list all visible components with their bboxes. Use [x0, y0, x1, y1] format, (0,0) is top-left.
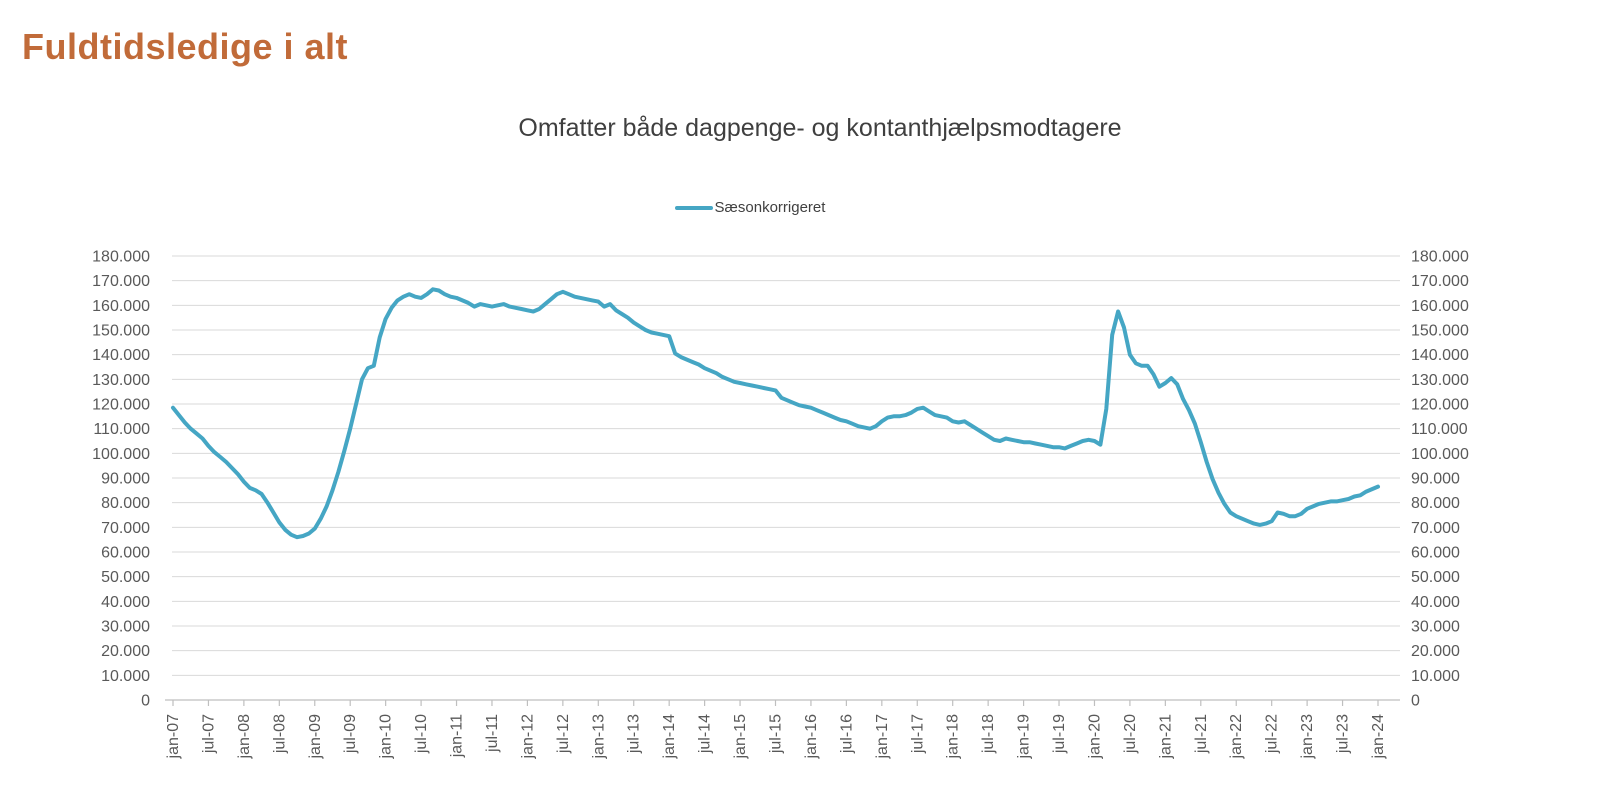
- y-axis-label-left: 110.000: [93, 421, 150, 438]
- y-axis-label-left: 20.000: [101, 643, 150, 660]
- x-axis-label: jul-07: [200, 714, 217, 754]
- x-axis-label: jul-09: [342, 714, 359, 754]
- y-axis-label-left: 100.000: [92, 446, 150, 463]
- x-axis-label: jul-16: [838, 714, 855, 754]
- y-axis-label-right: 60.000: [1411, 544, 1460, 561]
- x-axis-label: jan-09: [307, 714, 324, 760]
- y-axis-label-left: 50.000: [101, 569, 150, 586]
- y-axis-label-left: 90.000: [101, 470, 150, 487]
- legend: Sæsonkorrigeret: [165, 199, 1335, 216]
- x-axis-label: jul-13: [626, 714, 643, 754]
- x-axis-label: jul-22: [1264, 714, 1281, 754]
- y-axis-label-left: 140.000: [92, 347, 150, 364]
- y-axis-label-left: 30.000: [101, 618, 150, 635]
- y-axis-label-left: 170.000: [92, 273, 150, 290]
- y-axis-label-left: 160.000: [92, 298, 150, 315]
- y-axis-label-right: 160.000: [1411, 298, 1469, 315]
- x-axis-label: jul-17: [909, 714, 926, 754]
- x-axis-label: jul-18: [980, 714, 997, 754]
- x-axis-label: jan-11: [449, 714, 466, 758]
- x-axis-label: jan-13: [590, 714, 607, 760]
- legend-line-sample-icon: [674, 205, 713, 210]
- x-axis-label: jan-08: [236, 714, 253, 760]
- y-axis-label-left: 80.000: [101, 495, 150, 512]
- legend-label: Sæsonkorrigeret: [714, 199, 826, 216]
- x-axis-label: jan-16: [803, 714, 820, 760]
- x-axis-label: jul-21: [1193, 714, 1210, 754]
- x-axis-label: jul-08: [271, 714, 288, 754]
- series-line-saesonkorrigeret: [171, 287, 1380, 540]
- y-axis-label-right: 50.000: [1411, 569, 1460, 586]
- y-axis-label-right: 70.000: [1411, 520, 1460, 537]
- x-axis-label: jan-24: [1370, 714, 1387, 760]
- y-axis-label-right: 90.000: [1411, 470, 1460, 487]
- x-axis-label: jan-20: [1086, 714, 1103, 760]
- x-axis-label: jan-22: [1228, 714, 1245, 760]
- y-axis-label-right: 150.000: [1411, 322, 1469, 339]
- chart-subtitle: Omfatter både dagpenge- og kontanthjælps…: [518, 114, 1122, 142]
- x-axis-label: jan-12: [519, 714, 536, 760]
- y-axis-label-left: 130.000: [92, 372, 150, 389]
- x-axis-label: jul-10: [413, 714, 430, 754]
- y-axis-label-left: 40.000: [101, 594, 150, 611]
- x-axis-label: jan-15: [732, 714, 749, 760]
- x-axis-label: jul-15: [768, 714, 785, 754]
- x-axis-label: jan-18: [945, 714, 962, 760]
- y-axis-label-right: 20.000: [1411, 643, 1460, 660]
- page-title: Fuldtidsledige i alt: [22, 26, 349, 67]
- x-axis-label: jul-19: [1051, 714, 1068, 754]
- x-axis-label: jul-20: [1122, 714, 1139, 754]
- x-axis-label: jul-14: [697, 714, 714, 754]
- y-axis-label-left: 150.000: [92, 322, 150, 339]
- y-axis-label-right: 80.000: [1411, 495, 1460, 512]
- y-axis-label-left: 180.000: [92, 248, 150, 265]
- y-axis-label-left: 70.000: [101, 520, 150, 537]
- y-axis-label-left: 0: [141, 693, 150, 710]
- x-axis-label: jul-11: [484, 714, 501, 753]
- x-axis-label: jul-23: [1335, 714, 1352, 754]
- y-axis-label-right: 170.000: [1411, 273, 1469, 290]
- x-axis-label: jan-21: [1157, 714, 1174, 760]
- x-axis-label: jan-14: [661, 714, 678, 760]
- y-axis-label-right: 30.000: [1411, 618, 1460, 635]
- y-axis-label-right: 10.000: [1411, 668, 1460, 685]
- y-axis-label-left: 120.000: [92, 396, 150, 413]
- x-axis-label: jul-12: [555, 714, 572, 754]
- y-axis-label-right: 130.000: [1411, 372, 1469, 389]
- y-axis-label-right: 100.000: [1411, 446, 1469, 463]
- y-axis-label-right: 140.000: [1411, 347, 1469, 364]
- x-axis-label: jan-17: [874, 714, 891, 760]
- y-axis-label-right: 180.000: [1411, 248, 1469, 265]
- y-axis-label-right: 110.000: [1411, 421, 1468, 438]
- y-axis-label-left: 60.000: [101, 544, 150, 561]
- x-axis-label: jan-23: [1299, 714, 1316, 760]
- y-axis-label-right: 40.000: [1411, 594, 1460, 611]
- x-axis-label: jan-19: [1016, 714, 1033, 760]
- y-axis-label-left: 10.000: [101, 668, 150, 685]
- y-axis-label-right: 120.000: [1411, 396, 1469, 413]
- x-axis-label: jan-07: [165, 714, 182, 760]
- x-axis-label: jan-10: [378, 714, 395, 760]
- y-axis-label-right: 0: [1411, 693, 1420, 710]
